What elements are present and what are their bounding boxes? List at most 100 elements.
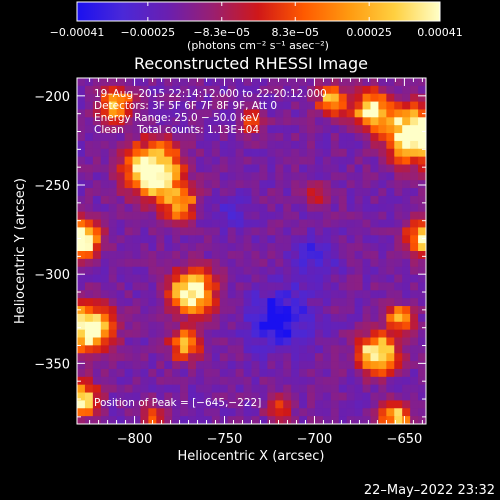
heatmap-cell bbox=[92, 117, 102, 126]
heatmap-cell bbox=[418, 203, 426, 213]
heatmap-cell bbox=[132, 109, 142, 118]
heatmap-cell bbox=[314, 416, 324, 424]
heatmap-cell bbox=[124, 85, 134, 95]
heatmap-cell bbox=[378, 140, 387, 150]
heatmap-cell bbox=[322, 109, 332, 118]
heatmap-cell bbox=[180, 140, 189, 150]
heatmap-cell bbox=[148, 266, 157, 276]
heatmap-cell bbox=[275, 188, 284, 197]
heatmap-cell bbox=[283, 243, 292, 252]
heatmap-cell bbox=[291, 195, 300, 205]
heatmap-cell bbox=[188, 345, 197, 354]
heatmap-cell bbox=[108, 172, 118, 181]
heatmap-cell bbox=[307, 321, 316, 331]
heatmap-cell bbox=[108, 376, 118, 386]
heatmap-cell bbox=[124, 78, 134, 87]
heatmap-cell bbox=[307, 329, 316, 339]
heatmap-cell bbox=[84, 117, 94, 126]
heatmap-cell bbox=[116, 321, 126, 331]
heatmap-cell bbox=[275, 93, 284, 103]
heatmap-cell bbox=[116, 400, 126, 409]
heatmap-cell bbox=[100, 93, 110, 103]
heatmap-cell bbox=[235, 235, 245, 244]
heatmap-cell bbox=[140, 109, 149, 118]
heatmap-cell bbox=[378, 235, 387, 244]
heatmap-cell bbox=[314, 211, 324, 221]
heatmap-cell bbox=[148, 306, 157, 315]
heatmap-cell bbox=[346, 368, 356, 378]
heatmap-cell bbox=[77, 392, 86, 402]
heatmap-cell bbox=[322, 251, 332, 260]
heatmap-cell bbox=[108, 353, 118, 362]
heatmap-cell bbox=[410, 290, 419, 299]
heatmap-cell bbox=[330, 361, 340, 370]
heatmap-cell bbox=[124, 408, 134, 417]
heatmap-cell bbox=[77, 361, 86, 370]
heatmap-cell bbox=[156, 345, 165, 354]
heatmap-cell bbox=[346, 384, 356, 394]
heatmap-cell bbox=[108, 251, 118, 260]
heatmap-cell bbox=[410, 298, 419, 307]
heatmap-cell bbox=[203, 164, 213, 173]
heatmap-cell bbox=[291, 227, 300, 236]
heatmap-cell bbox=[394, 156, 403, 166]
heatmap-cell bbox=[219, 235, 229, 244]
heatmap-cell bbox=[322, 125, 332, 134]
heatmap-cell bbox=[330, 282, 340, 291]
heatmap-cell bbox=[314, 156, 324, 166]
heatmap-cell bbox=[180, 384, 189, 394]
heatmap-cell bbox=[251, 78, 261, 87]
heatmap-cell bbox=[164, 180, 173, 189]
heatmap-cell bbox=[195, 290, 205, 299]
heatmap-cell bbox=[275, 133, 284, 142]
heatmap-cell bbox=[108, 133, 118, 142]
heatmap-cell bbox=[203, 235, 213, 244]
heatmap-cell bbox=[259, 376, 268, 386]
heatmap-cell bbox=[219, 298, 229, 307]
heatmap-cell bbox=[251, 298, 261, 307]
heatmap-cell bbox=[291, 353, 300, 362]
heatmap-cell bbox=[164, 101, 173, 111]
heatmap-cell bbox=[132, 266, 142, 276]
heatmap-cell bbox=[267, 93, 276, 103]
heatmap-cell bbox=[148, 376, 157, 386]
heatmap-cell bbox=[402, 140, 411, 150]
heatmap-cell bbox=[402, 416, 411, 424]
heatmap-cell bbox=[148, 203, 157, 213]
heatmap-cell bbox=[418, 298, 426, 307]
heatmap-cell bbox=[100, 156, 110, 166]
heatmap-cell bbox=[402, 290, 411, 299]
heatmap-cell bbox=[418, 408, 426, 417]
heatmap-cell bbox=[291, 117, 300, 126]
heatmap-cell bbox=[251, 203, 261, 213]
heatmap-cell bbox=[211, 384, 221, 394]
heatmap-cell bbox=[100, 219, 110, 229]
heatmap-cell bbox=[330, 416, 340, 424]
axis-ticks: −800 −750 −700 −650−200−250−300−350 bbox=[34, 77, 426, 447]
heatmap-cell bbox=[172, 251, 181, 260]
heatmap-cell bbox=[354, 353, 364, 362]
heatmap-cell bbox=[77, 306, 86, 315]
heatmap-cell bbox=[291, 290, 300, 299]
heatmap-cell bbox=[354, 156, 364, 166]
heatmap-cell bbox=[211, 117, 221, 126]
heatmap-cell bbox=[267, 274, 276, 284]
heatmap-cell bbox=[243, 290, 253, 299]
heatmap-cell bbox=[299, 353, 308, 362]
heatmap-cell bbox=[203, 361, 213, 370]
heatmap-cell bbox=[307, 266, 316, 276]
heatmap-cell bbox=[346, 85, 356, 95]
heatmap-cell bbox=[100, 172, 110, 181]
heatmap-cell bbox=[116, 368, 126, 378]
heatmap-cell bbox=[322, 164, 332, 173]
heatmap-cell bbox=[180, 243, 189, 252]
heatmap-cell bbox=[84, 78, 94, 87]
x-tick-label: −800 bbox=[117, 432, 153, 447]
heatmap-cell bbox=[259, 164, 268, 173]
heatmap-cell bbox=[322, 148, 332, 158]
heatmap-cell bbox=[410, 392, 419, 402]
heatmap-cell bbox=[92, 258, 102, 268]
heatmap-cell bbox=[394, 125, 403, 134]
heatmap-cell bbox=[235, 203, 245, 213]
heatmap-cell bbox=[195, 85, 205, 95]
